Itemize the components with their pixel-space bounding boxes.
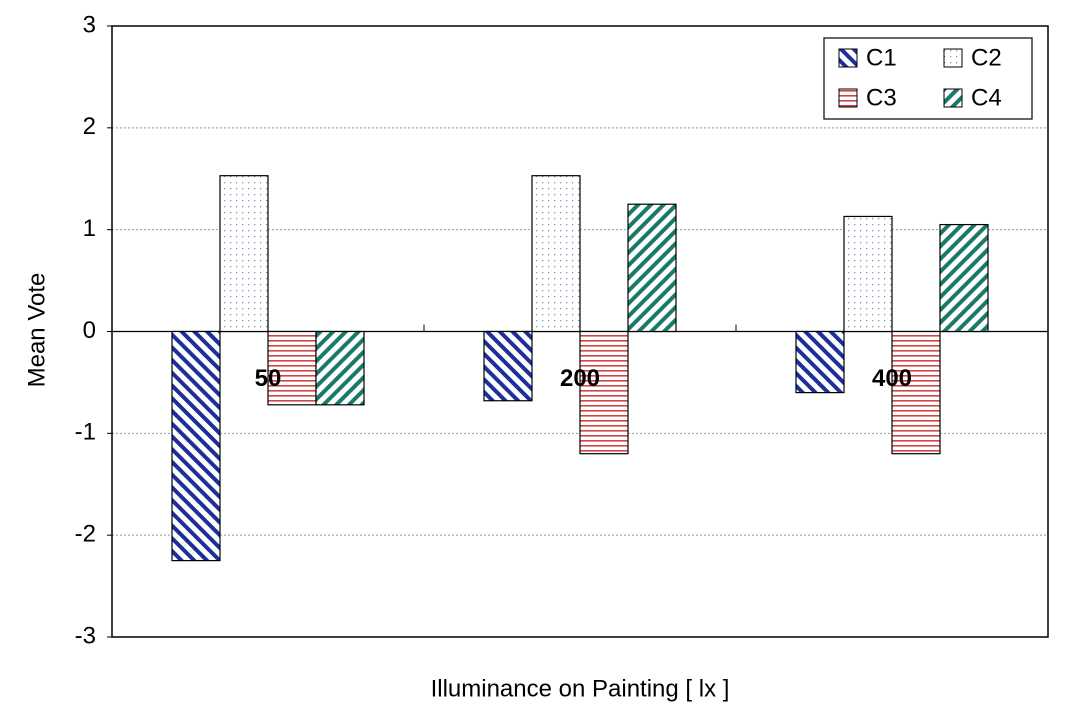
bar [843,215,893,333]
legend-label: C1 [866,44,897,71]
bar [795,330,845,394]
bar [219,175,269,333]
bar [531,175,581,333]
legend-label: C2 [971,44,1002,71]
y-tick-label: -2 [75,521,96,548]
y-tick-label: 1 [83,215,96,242]
legend-label: C4 [971,84,1002,111]
x-tick-label: 50 [255,365,282,392]
bar [483,330,533,402]
bar [171,330,221,562]
legend-label: C3 [866,84,897,111]
bar [579,330,629,455]
y-tick-label: 3 [83,11,96,38]
x-tick-label: 400 [872,365,912,392]
y-axis-title: Mean Vote [23,273,50,388]
legend-swatch [943,48,963,68]
y-tick-label: 0 [83,317,96,344]
plot-frame [111,25,1049,638]
y-tick-label: 2 [83,113,96,140]
x-tick-label: 200 [560,365,600,392]
y-tick-label: -3 [75,622,96,649]
bar [939,223,989,333]
legend-swatch [943,88,963,108]
bar [891,330,941,455]
x-axis-title: Illuminance on Painting [ lx ] [431,675,730,702]
bar [627,203,677,333]
bar [315,330,365,406]
bar [267,330,317,406]
y-tick-label: -1 [75,419,96,446]
legend-swatch [838,48,858,68]
legend-box [823,37,1033,120]
legend-swatch [838,88,858,108]
